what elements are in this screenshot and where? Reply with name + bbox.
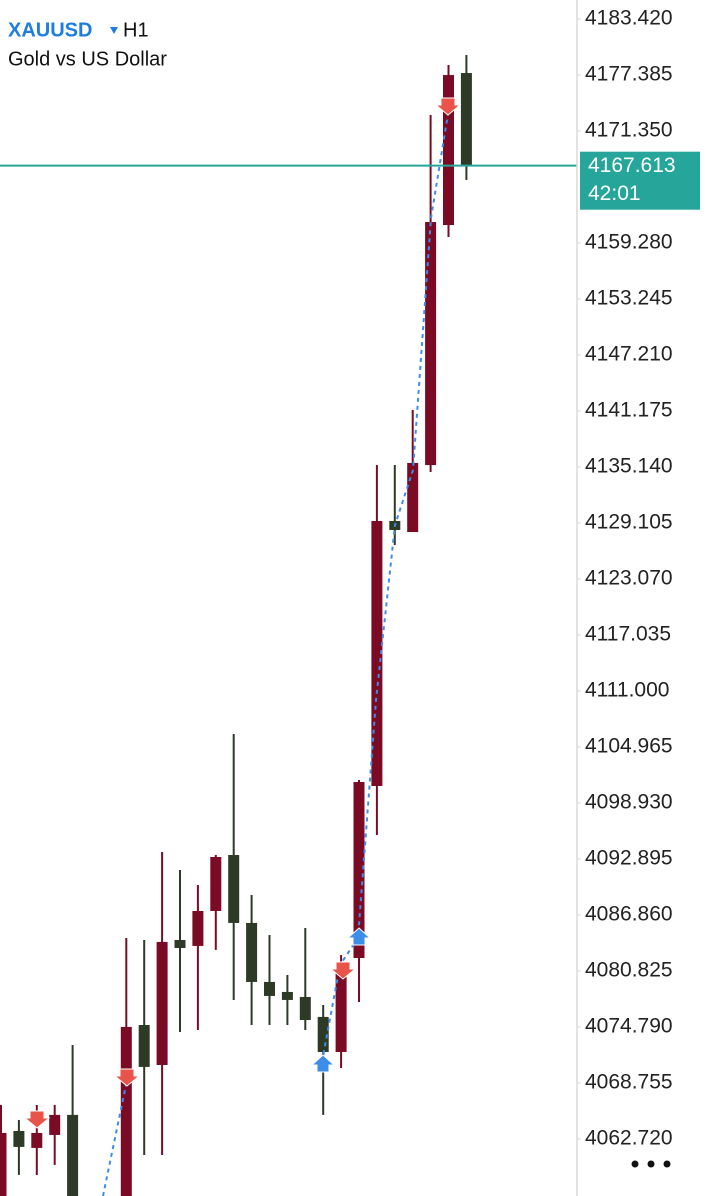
countdown: 42:01 bbox=[588, 182, 641, 205]
y-tick-label: 4153.245 bbox=[585, 287, 673, 310]
candle-body bbox=[228, 855, 240, 923]
candle-body bbox=[31, 1132, 43, 1148]
y-tick-label: 4098.930 bbox=[585, 791, 673, 814]
current-price-label: 4167.613 bbox=[588, 154, 676, 177]
y-tick-label: 4086.860 bbox=[585, 903, 673, 926]
y-tick-label: 4177.385 bbox=[585, 63, 673, 86]
y-tick-label: 4171.350 bbox=[585, 119, 673, 142]
y-tick-label: 4074.790 bbox=[585, 1014, 673, 1037]
buy-arrow bbox=[310, 1054, 336, 1073]
candle-body bbox=[67, 1114, 79, 1196]
y-tick-label: 4111.000 bbox=[585, 679, 669, 702]
y-tick-label: 4147.210 bbox=[585, 343, 673, 366]
dot bbox=[647, 1160, 655, 1168]
menu-dots[interactable] bbox=[631, 1160, 671, 1168]
y-tick-label: 4135.140 bbox=[585, 455, 673, 478]
candle-body bbox=[443, 75, 454, 226]
zigzag-indicator bbox=[102, 107, 450, 1196]
y-tick-label: 4068.755 bbox=[585, 1070, 673, 1093]
symbol-dropdown[interactable] bbox=[110, 27, 118, 34]
sell-arrow bbox=[434, 97, 462, 116]
sell-arrow bbox=[23, 1110, 51, 1129]
current-price-box bbox=[580, 151, 700, 210]
candle-body bbox=[353, 781, 365, 959]
candle-body bbox=[317, 1016, 329, 1052]
candle-body bbox=[264, 981, 275, 996]
symbol[interactable]: XAUUSD bbox=[8, 19, 92, 41]
y-tick-label: 4117.035 bbox=[585, 623, 671, 646]
candle-body bbox=[335, 961, 347, 1052]
y-tick-label: 4080.825 bbox=[585, 958, 673, 981]
candle-body bbox=[120, 1026, 132, 1196]
candle-body bbox=[174, 940, 186, 948]
y-tick-label: 4062.720 bbox=[585, 1126, 673, 1149]
buy-arrow bbox=[346, 927, 372, 946]
y-tick-label: 4159.280 bbox=[585, 231, 673, 254]
candle-body bbox=[407, 462, 419, 533]
candle-body bbox=[371, 520, 383, 786]
y-tick-label: 4104.965 bbox=[585, 735, 673, 758]
candle-body bbox=[0, 1132, 7, 1196]
signal-arrows bbox=[23, 97, 462, 1129]
candle-body bbox=[299, 996, 311, 1020]
candle-body bbox=[210, 856, 222, 911]
sell-arrow bbox=[329, 961, 357, 980]
y-tick-label: 4123.070 bbox=[585, 567, 673, 590]
price-axis: 4183.420 4177.385 4171.350 4159.280 4153.245… bbox=[577, 7, 700, 1149]
plot-area bbox=[0, 55, 577, 1196]
dot bbox=[663, 1160, 671, 1168]
candle-body bbox=[192, 910, 204, 946]
y-tick-label: 4183.420 bbox=[585, 7, 673, 30]
y-tick-label: 4141.175 bbox=[585, 399, 673, 422]
candle-body bbox=[281, 991, 293, 1000]
timeframe[interactable]: H1 bbox=[123, 19, 149, 41]
candle-body bbox=[246, 922, 258, 982]
y-tick-label: 4129.105 bbox=[585, 511, 673, 534]
dot bbox=[631, 1160, 639, 1168]
candle-body bbox=[156, 941, 168, 1065]
candle-body bbox=[460, 73, 472, 166]
subtitle: Gold vs US Dollar bbox=[8, 48, 167, 70]
candle-body bbox=[13, 1130, 25, 1147]
candle-body bbox=[49, 1114, 61, 1135]
candle-body bbox=[138, 1024, 150, 1067]
y-tick-label: 4092.895 bbox=[585, 847, 673, 870]
candle-body bbox=[425, 222, 437, 466]
sell-arrow bbox=[113, 1068, 141, 1087]
